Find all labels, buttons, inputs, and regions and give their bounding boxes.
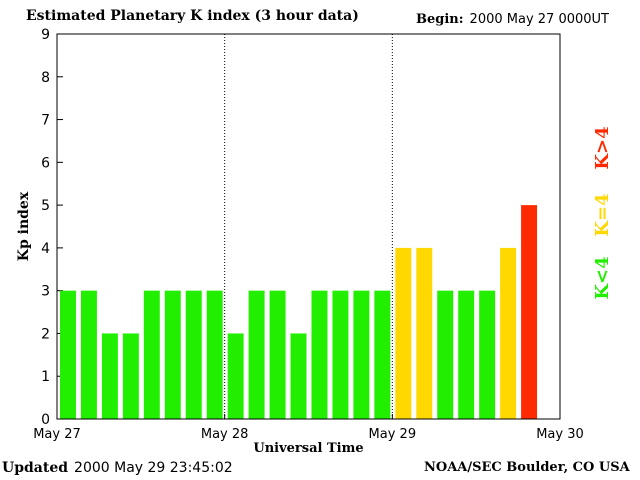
kp-bar xyxy=(332,290,349,419)
legend: K<4 K=4 K>4 xyxy=(592,126,613,299)
y-tick-label: 5 xyxy=(41,198,50,214)
kp-bar xyxy=(353,290,370,419)
chart-title: Estimated Planetary K index (3 hour data… xyxy=(26,8,359,24)
y-tick-label: 0 xyxy=(41,412,50,428)
legend-item: K=4 xyxy=(592,193,613,236)
kp-bar xyxy=(290,333,307,419)
kp-bar xyxy=(122,333,139,419)
bars xyxy=(60,205,538,419)
kp-bar xyxy=(206,290,223,419)
y-tick-label: 9 xyxy=(41,27,50,43)
y-axis-label: Kp index xyxy=(16,191,32,261)
updated-label: Updated xyxy=(2,460,69,476)
kp-bar xyxy=(374,290,391,419)
kp-bar xyxy=(143,290,160,419)
begin-label: Begin: xyxy=(416,12,464,27)
legend-item: K>4 xyxy=(592,126,613,169)
y-axis-ticks: 0 1 2 3 4 5 6 7 8 9 xyxy=(41,27,63,428)
y-tick-label: 7 xyxy=(41,113,50,129)
kp-bar xyxy=(500,247,517,419)
credit-text: NOAA/SEC Boulder, CO USA xyxy=(424,460,630,475)
kp-bar xyxy=(479,290,496,419)
begin-info: Begin: 2000 May 27 0000UT xyxy=(416,12,609,27)
kp-bar xyxy=(101,333,118,419)
kp-bar xyxy=(395,247,412,419)
kp-bar xyxy=(269,290,286,419)
updated-info: Updated 2000 May 29 23:45:02 xyxy=(2,460,233,476)
y-tick-label: 3 xyxy=(41,284,50,300)
x-axis-label: Universal Time xyxy=(253,441,363,456)
updated-value: 2000 May 29 23:45:02 xyxy=(74,460,233,476)
x-axis-ticks: May 27 May 28 May 29 May 30 xyxy=(33,414,584,442)
kp-bar xyxy=(521,205,538,419)
y-tick-label: 8 xyxy=(41,70,50,86)
kp-bar xyxy=(185,290,202,419)
kp-bar xyxy=(60,290,76,419)
plot-frame xyxy=(56,33,561,420)
kp-bar xyxy=(80,290,97,419)
kp-bar xyxy=(458,290,475,419)
kp-bar xyxy=(437,290,454,419)
kp-bar xyxy=(227,333,244,419)
x-tick-label: May 27 xyxy=(33,427,81,442)
x-tick-label: May 29 xyxy=(369,427,417,442)
y-tick-label: 1 xyxy=(41,369,50,385)
y-tick-label: 2 xyxy=(41,326,50,342)
x-tick-label: May 28 xyxy=(201,427,249,442)
begin-value: 2000 May 27 0000UT xyxy=(469,12,609,27)
day-dividers xyxy=(224,34,393,419)
kp-bar xyxy=(248,290,265,419)
legend-item: K<4 xyxy=(592,256,613,299)
x-tick-label: May 30 xyxy=(536,427,584,442)
y-tick-label: 4 xyxy=(41,241,50,257)
kp-bar xyxy=(311,290,328,419)
y-tick-label: 6 xyxy=(41,155,50,171)
kp-bar xyxy=(164,290,181,419)
kp-bar xyxy=(416,247,433,419)
